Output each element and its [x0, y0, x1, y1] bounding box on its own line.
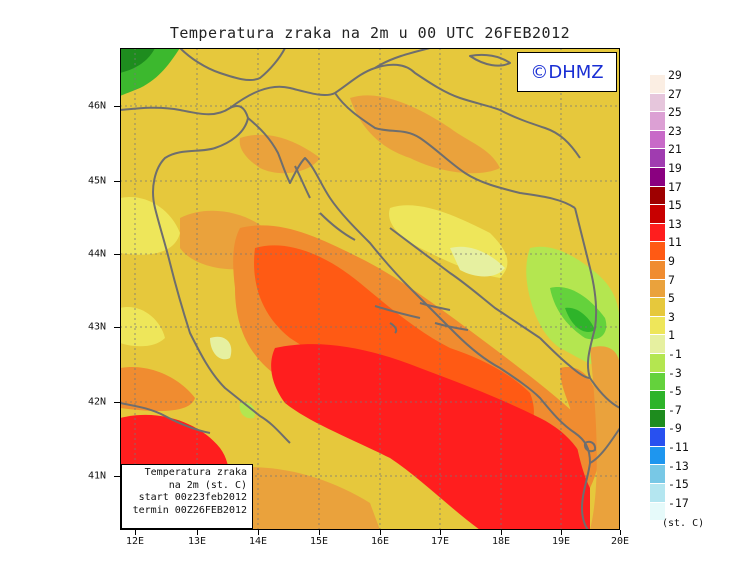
legend-swatch — [650, 186, 665, 206]
legend-label: -3 — [668, 365, 682, 380]
legend-label: 5 — [668, 291, 675, 306]
x-tick — [620, 530, 621, 535]
legend-label: 9 — [668, 254, 675, 268]
x-tick-label: 15E — [309, 536, 329, 547]
legend-swatch — [650, 484, 665, 503]
legend-label: 25 — [668, 105, 682, 120]
legend-label: -5 — [668, 384, 682, 399]
legend-swatch — [650, 428, 665, 447]
map-title: Temperatura zraka na 2m u 00 UTC 26FEB20… — [169, 24, 571, 42]
legend-unit: (st. C) — [662, 518, 705, 529]
legend-swatch — [650, 372, 665, 392]
x-tick-label: 12E — [125, 536, 145, 547]
y-tick-label: 42N — [88, 396, 107, 408]
legend-swatch — [650, 279, 665, 299]
legend-swatch — [650, 167, 665, 187]
legend-label: -1 — [668, 347, 682, 361]
x-tick — [380, 530, 381, 535]
legend-label: -13 — [668, 458, 689, 473]
x-tick-label: 14E — [248, 536, 268, 547]
legend-swatch — [650, 465, 665, 485]
legend-swatch — [650, 112, 665, 131]
legend-label: 15 — [668, 198, 682, 213]
legend-label: 3 — [668, 309, 675, 324]
color-legend — [650, 75, 665, 522]
legend-label: -11 — [668, 440, 689, 454]
legend-label: 7 — [668, 272, 675, 287]
legend-swatch — [650, 223, 665, 243]
legend-swatch — [650, 335, 665, 354]
info-line-3: start 00z23feb2012 — [138, 492, 247, 503]
y-tick — [114, 254, 120, 255]
y-tick-label: 41N — [88, 470, 107, 482]
legend-label: 17 — [668, 179, 682, 194]
legend-label: 11 — [668, 235, 682, 250]
legend-swatch — [650, 130, 665, 150]
legend-swatch — [650, 316, 665, 336]
legend-swatch — [650, 353, 665, 373]
x-tick — [135, 530, 136, 535]
y-tick-label: 45N — [88, 175, 107, 187]
info-box: Temperatura zraka na 2m (st. C) start 00… — [121, 464, 253, 529]
legend-label: 13 — [668, 216, 682, 231]
legend-swatch — [650, 75, 665, 94]
legend-swatch — [650, 205, 665, 224]
legend-swatch — [650, 242, 665, 261]
legend-label: 1 — [668, 328, 675, 343]
x-tick — [561, 530, 562, 535]
y-tick-label: 43N — [88, 321, 107, 333]
y-tick — [114, 327, 120, 328]
y-tick — [114, 402, 120, 403]
legend-swatch — [650, 502, 665, 522]
x-tick-label: 20E — [610, 536, 630, 547]
legend-swatch — [650, 298, 665, 317]
legend-label: -7 — [668, 402, 682, 417]
x-tick-label: 17E — [430, 536, 450, 547]
y-tick-label: 44N — [88, 248, 107, 260]
y-tick-label: 46N — [88, 100, 107, 112]
legend-swatch — [650, 409, 665, 429]
legend-swatch — [650, 391, 665, 410]
y-tick — [114, 476, 120, 477]
legend-label: -9 — [668, 421, 682, 436]
legend-label: 23 — [668, 123, 682, 138]
y-tick — [114, 106, 120, 107]
legend-swatch — [650, 446, 665, 466]
info-line-1: Temperatura zraka — [144, 467, 247, 478]
legend-swatch — [650, 260, 665, 280]
legend-label: -17 — [668, 495, 689, 510]
x-tick — [440, 530, 441, 535]
info-line-2: na 2m (st. C) — [168, 479, 247, 491]
x-tick — [197, 530, 198, 535]
x-tick-label: 18E — [491, 536, 511, 547]
x-tick — [319, 530, 320, 535]
dhmz-logo: ©DHMZ — [517, 52, 617, 92]
legend-label: 19 — [668, 161, 682, 175]
legend-label: 27 — [668, 86, 682, 101]
info-line-4: termin 00Z26FEB2012 — [132, 504, 247, 516]
temperature-map — [120, 48, 620, 530]
legend-label: -15 — [668, 477, 689, 492]
y-tick — [114, 181, 120, 182]
legend-swatch — [650, 149, 665, 168]
x-tick — [501, 530, 502, 535]
x-tick-label: 19E — [551, 536, 571, 547]
x-tick-label: 13E — [187, 536, 207, 547]
legend-swatch — [650, 93, 665, 113]
x-tick-label: 16E — [370, 536, 390, 547]
legend-label: 21 — [668, 142, 682, 157]
x-tick — [258, 530, 259, 535]
legend-label: 29 — [668, 68, 682, 82]
